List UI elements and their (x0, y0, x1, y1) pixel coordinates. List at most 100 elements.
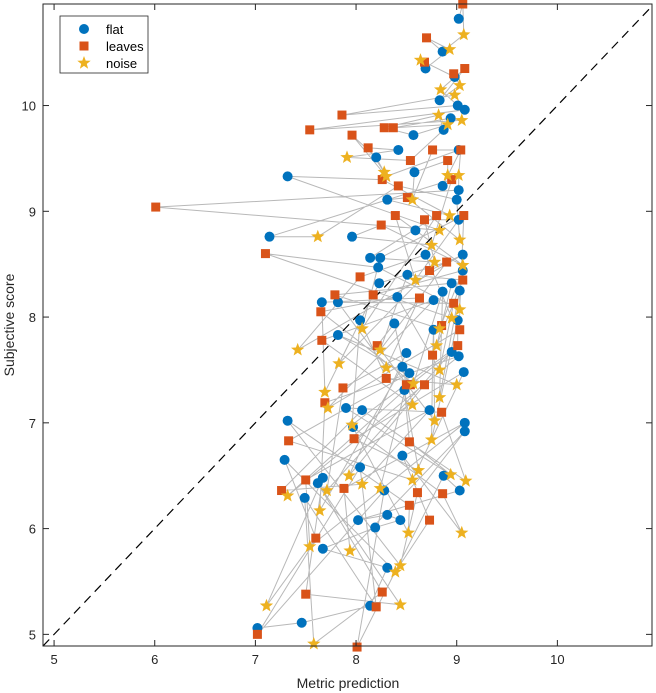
noise-point (448, 88, 462, 101)
identity-reference-line (43, 5, 652, 646)
leaves-point (437, 407, 447, 417)
noise-point (441, 117, 455, 131)
noise-point (457, 27, 471, 41)
flat-point (332, 297, 343, 308)
noise-point (455, 525, 469, 539)
leaves-point (458, 275, 468, 285)
flat-point (410, 225, 421, 236)
leaves-point (320, 398, 330, 408)
noise-point (443, 208, 457, 222)
leaves-point (425, 266, 435, 276)
flat-point (395, 515, 406, 526)
noise-point (311, 229, 325, 243)
leaves-point (412, 488, 422, 498)
y-tick-label: 9 (29, 204, 36, 219)
leaves-point (404, 437, 414, 447)
legend-flat-marker (79, 24, 89, 34)
flat-point (392, 291, 403, 302)
leaves-point (390, 211, 400, 221)
noise-point (432, 321, 447, 335)
leaves-point (260, 249, 270, 259)
flat-point (459, 426, 470, 437)
leaves-point (301, 589, 311, 599)
leaves-point (443, 156, 453, 166)
noise-point (453, 302, 467, 316)
noise-point (411, 463, 426, 477)
flat-point (404, 368, 415, 379)
leaves-point (428, 145, 438, 155)
flat-point (437, 46, 448, 57)
flat-point (282, 415, 293, 426)
noise-point (291, 342, 305, 356)
flat-point (282, 171, 293, 182)
noise-point (427, 413, 442, 427)
leaves-point (337, 110, 347, 120)
leaves-point (381, 373, 391, 383)
flat-point (428, 295, 439, 306)
legend-box (59, 15, 149, 74)
x-tick-label: 10 (550, 652, 564, 667)
legend-label-noise: noise (106, 56, 137, 71)
y-tick-label: 7 (29, 416, 36, 431)
y-tick-label: 8 (29, 310, 36, 325)
leaves-point (456, 145, 466, 155)
noise-point (393, 597, 407, 611)
series-noise (259, 27, 473, 650)
leaves-point (355, 272, 365, 282)
noise-point (355, 321, 369, 335)
leaves-point (432, 211, 442, 221)
flat-point (453, 351, 464, 362)
leaves-point (420, 57, 430, 67)
y-tick-label: 10 (22, 99, 36, 114)
flat-point (454, 285, 465, 296)
noise-point (401, 525, 416, 539)
leaves-point (449, 69, 459, 79)
leaves-point (277, 486, 287, 496)
noise-point (342, 468, 356, 482)
axes-box (42, 3, 653, 647)
flat-point (393, 144, 404, 155)
x-tick-label: 6 (151, 652, 158, 667)
leaves-point (393, 181, 403, 191)
x-tick-label: 8 (352, 652, 359, 667)
x-axis-ticks: 5 6 7 8 9 10 (50, 4, 565, 667)
flat-point (409, 167, 420, 178)
leaves-point (459, 211, 469, 221)
noise-point (379, 360, 393, 374)
noise-point (355, 477, 369, 490)
flat-point (401, 348, 412, 359)
y-axis-label: Subjective score (1, 273, 17, 376)
noise-point (406, 376, 421, 390)
noise-point (452, 168, 466, 181)
flat-point (434, 95, 445, 106)
noise-point (377, 165, 391, 178)
noise-point (432, 223, 447, 236)
leaves-point (301, 475, 311, 485)
y-axis-ticks: 5 6 7 8 9 10 (22, 99, 652, 642)
flat-point (397, 361, 408, 372)
noise-point (379, 169, 393, 183)
leaves-point (405, 156, 415, 166)
legend: flat leaves noise (59, 15, 149, 74)
leaves-point (422, 33, 432, 43)
leaves-point (317, 335, 327, 345)
noise-point (432, 390, 447, 404)
leaves-point (401, 380, 411, 390)
flat-point (371, 152, 382, 163)
noise-point (373, 342, 387, 356)
leaves-point (151, 202, 161, 212)
legend-leaves-marker (79, 41, 89, 51)
noise-point (340, 150, 354, 163)
noise-point (444, 467, 458, 481)
noise-point (320, 483, 334, 497)
flat-point (355, 462, 366, 473)
leaves-point (377, 175, 387, 185)
leaves-point (349, 434, 359, 444)
leaves-point (377, 587, 387, 597)
noise-point (441, 168, 455, 181)
flat-point (312, 478, 323, 489)
noise-point (424, 432, 439, 446)
series-leaves (151, 0, 470, 652)
flat-point (437, 286, 448, 297)
legend-noise-marker (77, 56, 91, 69)
